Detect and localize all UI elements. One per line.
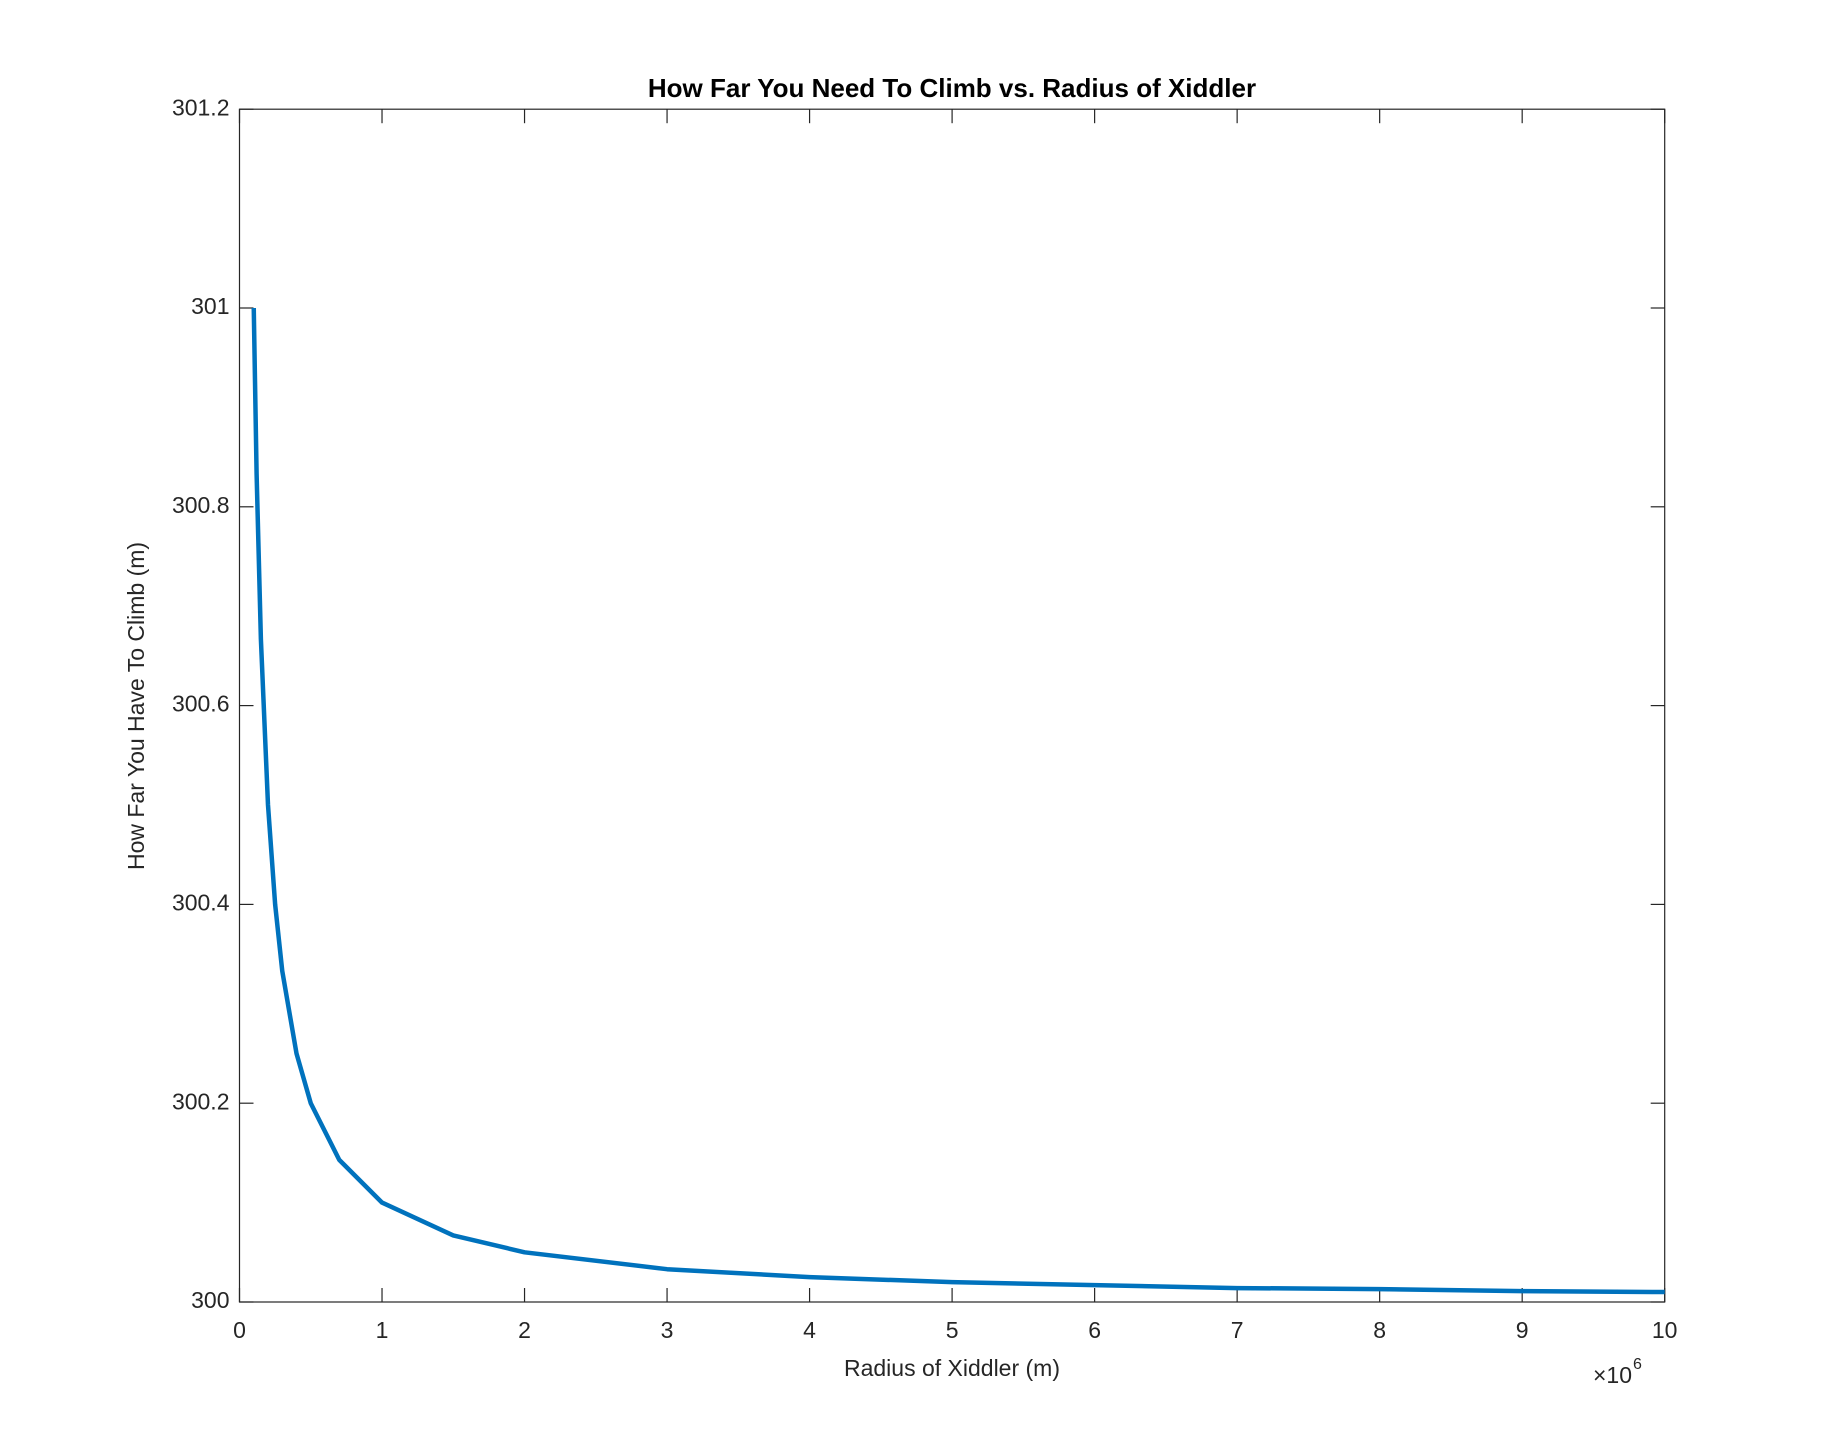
y-axis-label: How Far You Have To Climb (m): [123, 542, 149, 870]
line-series: [251, 307, 1665, 1295]
plot-area: [238, 108, 1666, 1303]
x-tick-label: 5: [946, 1317, 959, 1343]
y-tick-label: 301.2: [172, 94, 230, 120]
y-tick-label: 301: [191, 293, 229, 319]
y-tick-label: 300.8: [172, 492, 230, 518]
x-tick-label: 9: [1516, 1317, 1529, 1343]
chart-title: How Far You Need To Climb vs. Radius of …: [648, 73, 1256, 103]
x-tick-label: 1: [376, 1317, 389, 1343]
x-multiplier-exponent: 6: [1633, 1356, 1642, 1373]
y-tick-label: 300.6: [172, 691, 230, 717]
x-tick-label: 4: [803, 1317, 816, 1343]
x-axis-label: Radius of Xiddler (m): [844, 1355, 1060, 1381]
x-tick-label: 6: [1088, 1317, 1101, 1343]
x-tick-label: 0: [233, 1317, 246, 1343]
x-tick-label: 10: [1652, 1317, 1678, 1343]
x-multiplier: ×10: [1593, 1362, 1632, 1388]
y-tick-label: 300.4: [172, 889, 230, 915]
y-tick-label: 300.2: [172, 1088, 230, 1114]
x-tick-label: 2: [518, 1317, 531, 1343]
y-tick-label: 300: [191, 1287, 229, 1313]
x-tick-label: 3: [661, 1317, 674, 1343]
x-tick-label: 7: [1231, 1317, 1244, 1343]
x-tick-label: 8: [1373, 1317, 1386, 1343]
